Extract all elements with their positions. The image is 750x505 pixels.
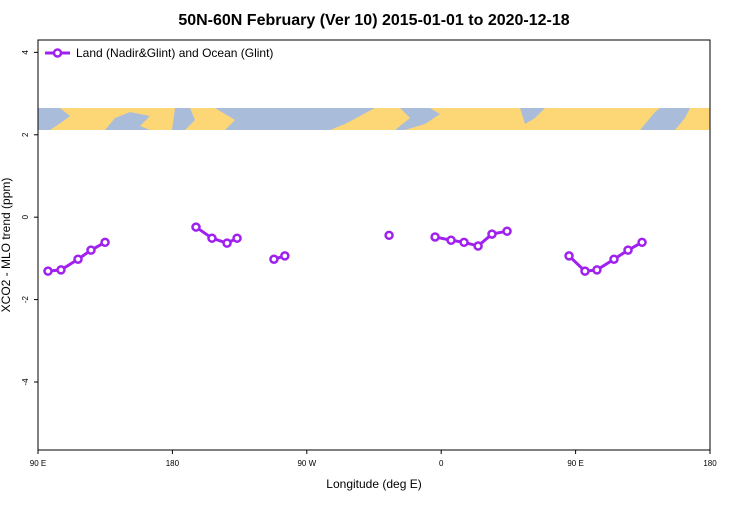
map-strip bbox=[38, 108, 710, 130]
point bbox=[592, 265, 602, 275]
y-tick-label: -4 bbox=[21, 378, 30, 386]
point bbox=[609, 254, 619, 264]
legend-label: Land (Nadir&Glint) and Ocean (Glint) bbox=[76, 46, 273, 60]
x-tick-label: 180 bbox=[166, 459, 180, 468]
y-tick-label: 0 bbox=[21, 214, 30, 219]
point bbox=[473, 241, 483, 251]
chart-title: 50N-60N February (Ver 10) 2015-01-01 to … bbox=[178, 12, 569, 29]
point bbox=[222, 238, 232, 248]
plot-frame bbox=[37, 39, 711, 451]
point bbox=[100, 237, 110, 248]
map-ocean bbox=[105, 112, 150, 130]
point bbox=[86, 245, 96, 255]
map-ocean bbox=[172, 108, 195, 130]
x-tick-label: 90 E bbox=[30, 459, 46, 468]
x-tick-label: 180 bbox=[703, 459, 717, 468]
map-ocean bbox=[215, 108, 375, 130]
y-axis-label: XCO2 - MLO trend (ppm) bbox=[0, 178, 13, 313]
point bbox=[502, 226, 512, 236]
x-tick-label: 90 E bbox=[567, 459, 583, 468]
point bbox=[191, 222, 201, 232]
point bbox=[580, 266, 590, 276]
map-ocean bbox=[520, 108, 545, 124]
map-ocean bbox=[395, 108, 440, 130]
point bbox=[56, 265, 66, 275]
point bbox=[232, 233, 242, 243]
y-tick-label: 2 bbox=[21, 132, 30, 137]
map-land bbox=[38, 108, 710, 130]
point bbox=[280, 251, 290, 261]
series-line bbox=[47, 225, 643, 273]
x-axis-label: Longitude (deg E) bbox=[326, 477, 421, 491]
map-ocean bbox=[640, 108, 690, 130]
point bbox=[73, 254, 83, 264]
x-tick-label: 0 bbox=[439, 459, 444, 468]
y-tick-label: 4 bbox=[21, 50, 30, 55]
x-tick-label: 90 W bbox=[297, 459, 316, 468]
point bbox=[623, 245, 633, 255]
point bbox=[384, 230, 394, 241]
point bbox=[564, 251, 574, 261]
point bbox=[446, 235, 456, 246]
point bbox=[43, 266, 53, 276]
legend-marker bbox=[52, 48, 63, 58]
y-tick-label: -2 bbox=[21, 295, 30, 303]
point bbox=[487, 229, 497, 239]
point bbox=[637, 237, 647, 248]
point bbox=[459, 237, 469, 248]
point bbox=[269, 254, 279, 264]
map-ocean bbox=[38, 108, 70, 130]
point bbox=[207, 233, 217, 243]
point bbox=[430, 232, 440, 242]
